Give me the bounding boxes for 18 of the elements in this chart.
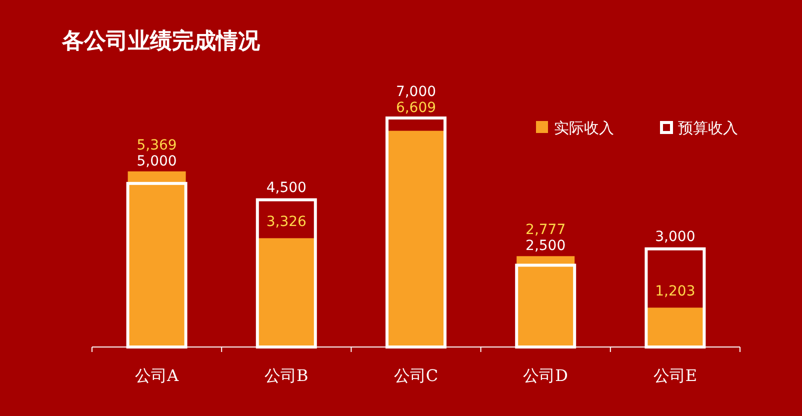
data-label: 2,777	[526, 222, 566, 238]
data-label: 2,500	[526, 238, 566, 254]
data-label: 3,326	[266, 214, 307, 230]
data-label: 5,000	[136, 153, 177, 170]
x-tick-label: 公司C	[394, 366, 438, 385]
x-tick-label: 公司D	[523, 366, 568, 385]
data-label: 1,203	[655, 284, 696, 300]
x-tick-label: 公司B	[264, 366, 308, 385]
x-tick-label: 公司E	[653, 366, 698, 385]
data-label: 4,500	[266, 180, 306, 196]
data-label: 6,609	[396, 100, 436, 116]
x-tick-label: 公司A	[135, 366, 180, 385]
legend-label: 预算收入	[678, 119, 738, 137]
chart-title: 各公司业绩完成情况	[61, 28, 261, 54]
data-label: 7,000	[396, 84, 436, 100]
legend-label: 实际收入	[554, 119, 614, 137]
data-label: 5,369	[136, 137, 177, 154]
data-label: 3,000	[655, 228, 696, 245]
